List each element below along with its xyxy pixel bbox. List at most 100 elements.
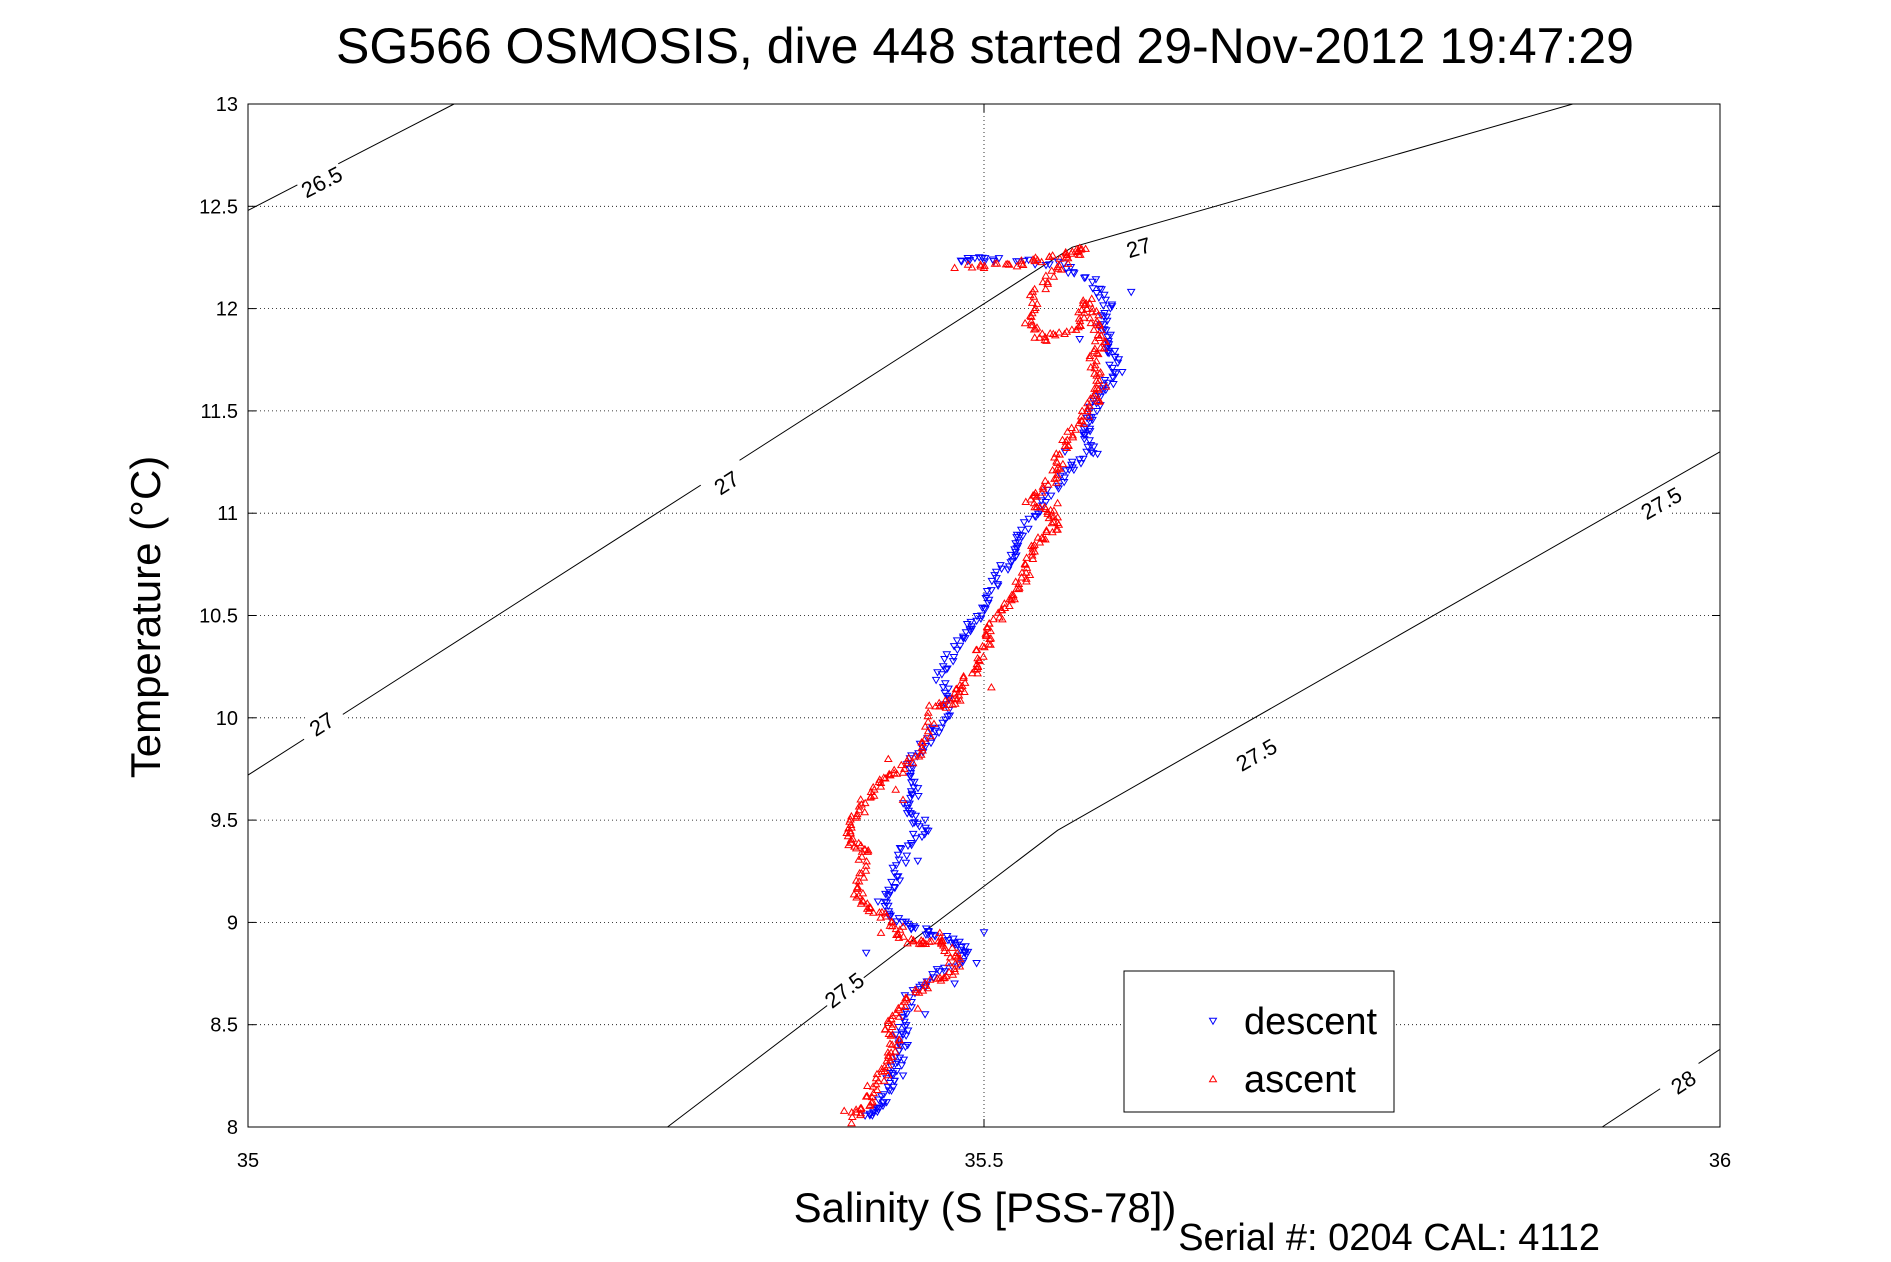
data-points <box>839 243 1136 1127</box>
y-tick-label: 12 <box>216 299 238 321</box>
descent-point <box>907 779 916 787</box>
ascent-point <box>950 263 959 271</box>
ascent-point <box>884 1060 894 1069</box>
descent-point <box>920 1011 930 1019</box>
ascent-point <box>1086 362 1096 371</box>
ascent-point <box>861 866 871 874</box>
ascent-point <box>894 1012 904 1020</box>
ascent-point <box>1044 513 1054 522</box>
ascent-point <box>1044 252 1054 260</box>
contour-label-bg <box>1229 731 1283 778</box>
descent-point <box>910 819 919 827</box>
ascent-point <box>955 962 965 970</box>
ascent-point <box>980 642 989 651</box>
descent-point <box>1016 526 1026 535</box>
ascent-point <box>898 922 908 930</box>
ascent-point <box>1079 313 1089 321</box>
ascent-point <box>982 624 992 632</box>
descent-point <box>908 830 918 839</box>
descent-point <box>1098 302 1108 310</box>
ascent-point <box>1092 383 1102 392</box>
descent-point <box>1108 373 1118 382</box>
ascent-point <box>992 259 1002 267</box>
ascent-point <box>982 622 992 630</box>
descent-point <box>1081 274 1090 282</box>
descent-point <box>1101 327 1111 335</box>
ascent-point <box>1077 406 1087 414</box>
ascent-point <box>1049 272 1059 280</box>
descent-point <box>1037 502 1047 510</box>
descent-point <box>872 1105 882 1113</box>
ascent-point <box>1085 351 1095 359</box>
axis-ticks: 35 35.5 36 8 8.5 9 9.5 10 10.5 11 11.5 12 12.5 13 <box>199 94 1731 1172</box>
ascent-point <box>852 893 861 901</box>
ascent-point <box>876 928 886 936</box>
ascent-point <box>913 1004 923 1012</box>
ascent-point <box>1067 423 1076 431</box>
descent-point <box>980 606 990 614</box>
ascent-point <box>1090 336 1100 345</box>
ascent-point <box>1011 577 1021 585</box>
ascent-point <box>1071 425 1081 433</box>
ascent-point <box>973 662 983 670</box>
ascent-point <box>1005 601 1014 609</box>
ascent-point <box>944 967 954 976</box>
ascent-point <box>984 619 994 627</box>
ascent-point <box>1018 260 1028 268</box>
descent-point <box>883 893 893 901</box>
descent-point <box>1080 431 1090 439</box>
descent-point <box>940 656 949 664</box>
ascent-point <box>1037 488 1047 496</box>
ascent-point <box>1051 478 1061 486</box>
descent-point <box>949 654 959 662</box>
ascent-point <box>1041 535 1050 543</box>
descent-point <box>1093 450 1102 459</box>
descent-point <box>1109 381 1118 389</box>
descent-point <box>1085 425 1095 434</box>
x-tick-label: 35 <box>237 1150 259 1172</box>
ascent-point <box>1058 459 1068 468</box>
descent-point <box>910 778 919 787</box>
descent-point <box>901 859 911 868</box>
descent-point <box>1088 285 1098 293</box>
ascent-point <box>989 614 998 623</box>
ascent-point <box>852 883 862 891</box>
descent-point <box>972 617 981 626</box>
ascent-point <box>927 936 936 945</box>
descent-point <box>935 968 944 976</box>
ascent-point <box>943 948 953 957</box>
descent-point <box>898 919 908 927</box>
ascent-point <box>924 701 934 709</box>
descent-point <box>901 1032 911 1040</box>
ascent-point <box>998 615 1007 623</box>
descent-point <box>901 1022 911 1030</box>
descent-point <box>1096 393 1105 401</box>
ascent-point <box>951 959 960 967</box>
descent-point <box>1031 513 1041 522</box>
descent-point <box>979 929 989 937</box>
descent-point <box>944 685 953 693</box>
ascent-point <box>1074 314 1084 322</box>
ascent-point <box>1048 465 1057 474</box>
ascent-point <box>1037 257 1046 266</box>
ascent-point <box>858 888 868 897</box>
descent-point <box>1126 288 1136 297</box>
ascent-point <box>911 985 920 993</box>
descent-point <box>931 676 941 685</box>
descent-point <box>884 913 894 921</box>
descent-point <box>952 637 962 645</box>
ascent-point <box>879 1076 889 1084</box>
ascent-point <box>855 868 864 877</box>
serial-cal-footer: Serial #: 0204 CAL: 4112 <box>1178 1217 1600 1259</box>
ascent-point <box>1041 271 1051 279</box>
ascent-point <box>1035 538 1045 546</box>
ascent-point <box>947 943 957 951</box>
ascent-point <box>877 1067 887 1075</box>
ascent-point <box>884 1018 893 1026</box>
ascent-point <box>1094 397 1104 405</box>
legend-box <box>1123 970 1395 1113</box>
descent-point <box>958 633 968 641</box>
ascent-point <box>1047 518 1057 527</box>
ascent-point <box>1101 382 1111 390</box>
x-tick-label: 36 <box>1709 1150 1731 1172</box>
